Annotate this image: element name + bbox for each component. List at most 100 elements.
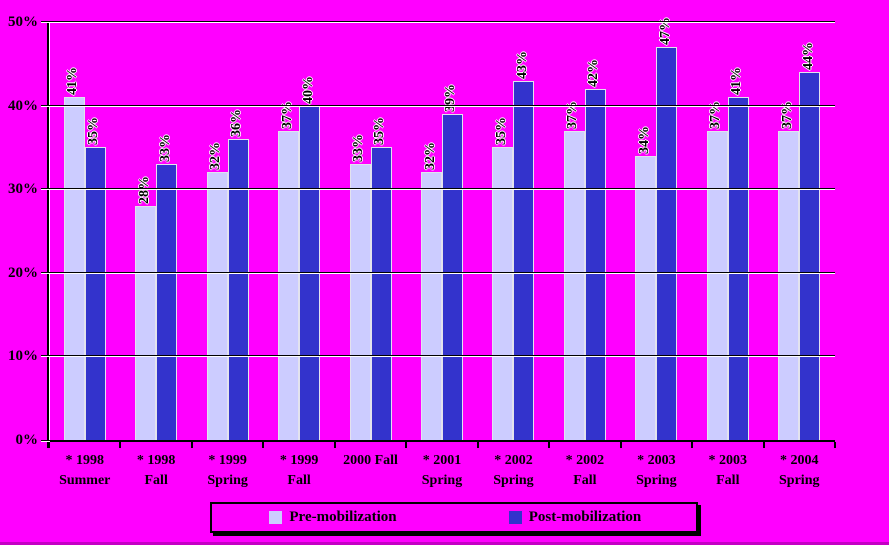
- x-axis-category-label-line: * 2001: [422, 453, 462, 468]
- gridline-40: [50, 104, 835, 107]
- bar-value-label: 35%: [86, 117, 102, 146]
- x-tick: [762, 442, 765, 448]
- x-axis-category-label-line: * 1999: [208, 453, 247, 468]
- bar-group: 32% 39%: [406, 22, 477, 440]
- pre-mobilization-bar: 37%: [278, 101, 300, 440]
- x-axis-category-label-line: Spring: [207, 473, 248, 488]
- pre-mobilization-bar: 28%: [135, 176, 157, 440]
- x-axis-category-label-line: * 2002: [494, 453, 533, 468]
- bar-value-label: 40%: [300, 75, 316, 104]
- legend-label: Post-mobilization: [528, 509, 642, 525]
- pre-mobilization-bar: 34%: [635, 126, 657, 440]
- x-tick: [333, 442, 336, 448]
- bar-group: 35% 43%: [478, 22, 549, 440]
- post-mobilization-bar: 41%: [727, 67, 749, 440]
- x-axis-category-label-line: * 1999: [279, 453, 319, 468]
- bar-value-label: 44%: [800, 42, 816, 71]
- bar-value-label: 39%: [443, 83, 459, 112]
- post-mobilization-bar: 33%: [156, 134, 178, 440]
- y-axis-tick-label: 50%: [8, 14, 38, 30]
- x-tick: [190, 442, 193, 448]
- pre-mobilization-bar: 41%: [63, 67, 85, 440]
- bar-group: 33% 35%: [335, 22, 406, 440]
- bar-value-label: 34%: [636, 125, 652, 154]
- bar-value-label: 36%: [229, 109, 245, 138]
- bar-group: 37% 40%: [263, 22, 334, 440]
- x-axis-category-label-line: * 2002: [565, 453, 605, 468]
- x-axis-category-label-line: Fall: [144, 473, 168, 488]
- pre-mobilization-bar: 32%: [421, 142, 442, 440]
- x-axis-category-label-line: Spring: [779, 473, 820, 488]
- y-tick: [41, 355, 50, 358]
- bar-value-label: 32%: [422, 142, 438, 171]
- x-axis-category-label-line: Fall: [573, 473, 597, 488]
- x-tick: [691, 442, 694, 448]
- x-axis-category-label-line: Spring: [493, 473, 534, 488]
- x-tick: [405, 442, 408, 448]
- bar-group: 28%33%: [120, 22, 191, 440]
- x-axis-category-label: * 2002 Fall: [549, 451, 620, 491]
- gridline-10: [50, 355, 835, 358]
- x-axis-labels: * 1998 Summer * 1998 Fall * 1999 Spring * 1999…: [49, 451, 835, 491]
- gridline-20: [50, 271, 835, 274]
- post-mobilization-bar: 44%: [799, 42, 821, 440]
- bar-group: 37% 44%: [764, 22, 835, 440]
- post-mobilization-bar: 39%: [441, 84, 463, 440]
- bar-group: 34% 47%: [621, 17, 692, 440]
- y-tick: [41, 188, 50, 191]
- legend-label: Pre-mobilization: [289, 509, 397, 525]
- x-tick: [119, 442, 122, 448]
- bottom-strip: [0, 542, 889, 545]
- post-mobilization-bar: 47%: [656, 17, 678, 440]
- x-axis-category-label-line: * 2003: [708, 453, 748, 468]
- x-tick: [619, 442, 622, 448]
- y-axis-tick-label: 20%: [8, 264, 38, 281]
- bar-group: 37% 41%: [692, 22, 763, 440]
- x-axis-line: [47, 440, 835, 442]
- x-axis-category-label-line: Spring: [636, 473, 677, 488]
- bar-value-label: 43%: [514, 50, 530, 79]
- bar-value-label: 33%: [157, 134, 173, 163]
- x-axis-category-label-line: * 2004: [780, 453, 819, 468]
- bar-group: 41% 35%: [49, 22, 120, 440]
- x-tick: [548, 442, 551, 448]
- x-axis-category-label: * 1999 Spring: [192, 451, 263, 491]
- bar-value-label: 41%: [65, 67, 81, 96]
- x-axis-category-label: * 2002 Spring: [478, 451, 549, 491]
- x-axis-category-label: * 2003 Fall: [692, 451, 763, 491]
- pre-mobilization-bar: 32%: [206, 142, 228, 440]
- y-axis-tick-label: 30%: [8, 181, 38, 198]
- bar-value-label: 33%: [351, 134, 367, 163]
- y-axis-tick-label: 40%: [8, 97, 38, 114]
- x-axis-category-label: 2000 Fall: [335, 451, 406, 491]
- y-axis-tick-label: 0%: [15, 432, 39, 448]
- y-tick: [41, 104, 50, 107]
- pre-mobilization-bar: 35%: [492, 117, 514, 440]
- x-tick: [834, 442, 836, 448]
- bar-value-label: 41%: [729, 67, 745, 96]
- legend-swatch-icon: [508, 511, 522, 524]
- pre-mobilization-bar: 37%: [778, 101, 800, 440]
- x-tick: [262, 442, 265, 448]
- post-mobilization-bar: 42%: [584, 59, 606, 440]
- bar-value-label: 42%: [586, 58, 602, 87]
- x-axis-category-label: * 1998 Fall: [120, 451, 191, 491]
- y-tick: [41, 271, 50, 274]
- pre-mobilization-bar: 33%: [349, 134, 371, 440]
- post-mobilization-bar: 35%: [370, 117, 392, 440]
- pre-mobilization-bar: 37%: [706, 101, 728, 440]
- post-mobilization-bar: 35%: [84, 117, 106, 440]
- x-axis-category-label-line: Summer: [59, 473, 111, 488]
- x-axis-category-label-line: * 1998: [65, 453, 104, 468]
- legend-item-pre-mobilization: Pre-mobilization: [212, 509, 454, 526]
- bar-value-label: 32%: [208, 142, 224, 171]
- x-axis-category-label-line: * 2003: [637, 453, 676, 468]
- y-tick: [41, 440, 50, 442]
- x-axis-category-label: * 1999 Fall: [263, 451, 334, 491]
- bar-group: 37% 42%: [549, 22, 620, 440]
- legend: Pre-mobilization Post-mobilization: [210, 502, 698, 533]
- gridline-50: [50, 21, 835, 23]
- gridline-30: [50, 188, 835, 191]
- pre-mobilization-bar: 37%: [563, 101, 585, 440]
